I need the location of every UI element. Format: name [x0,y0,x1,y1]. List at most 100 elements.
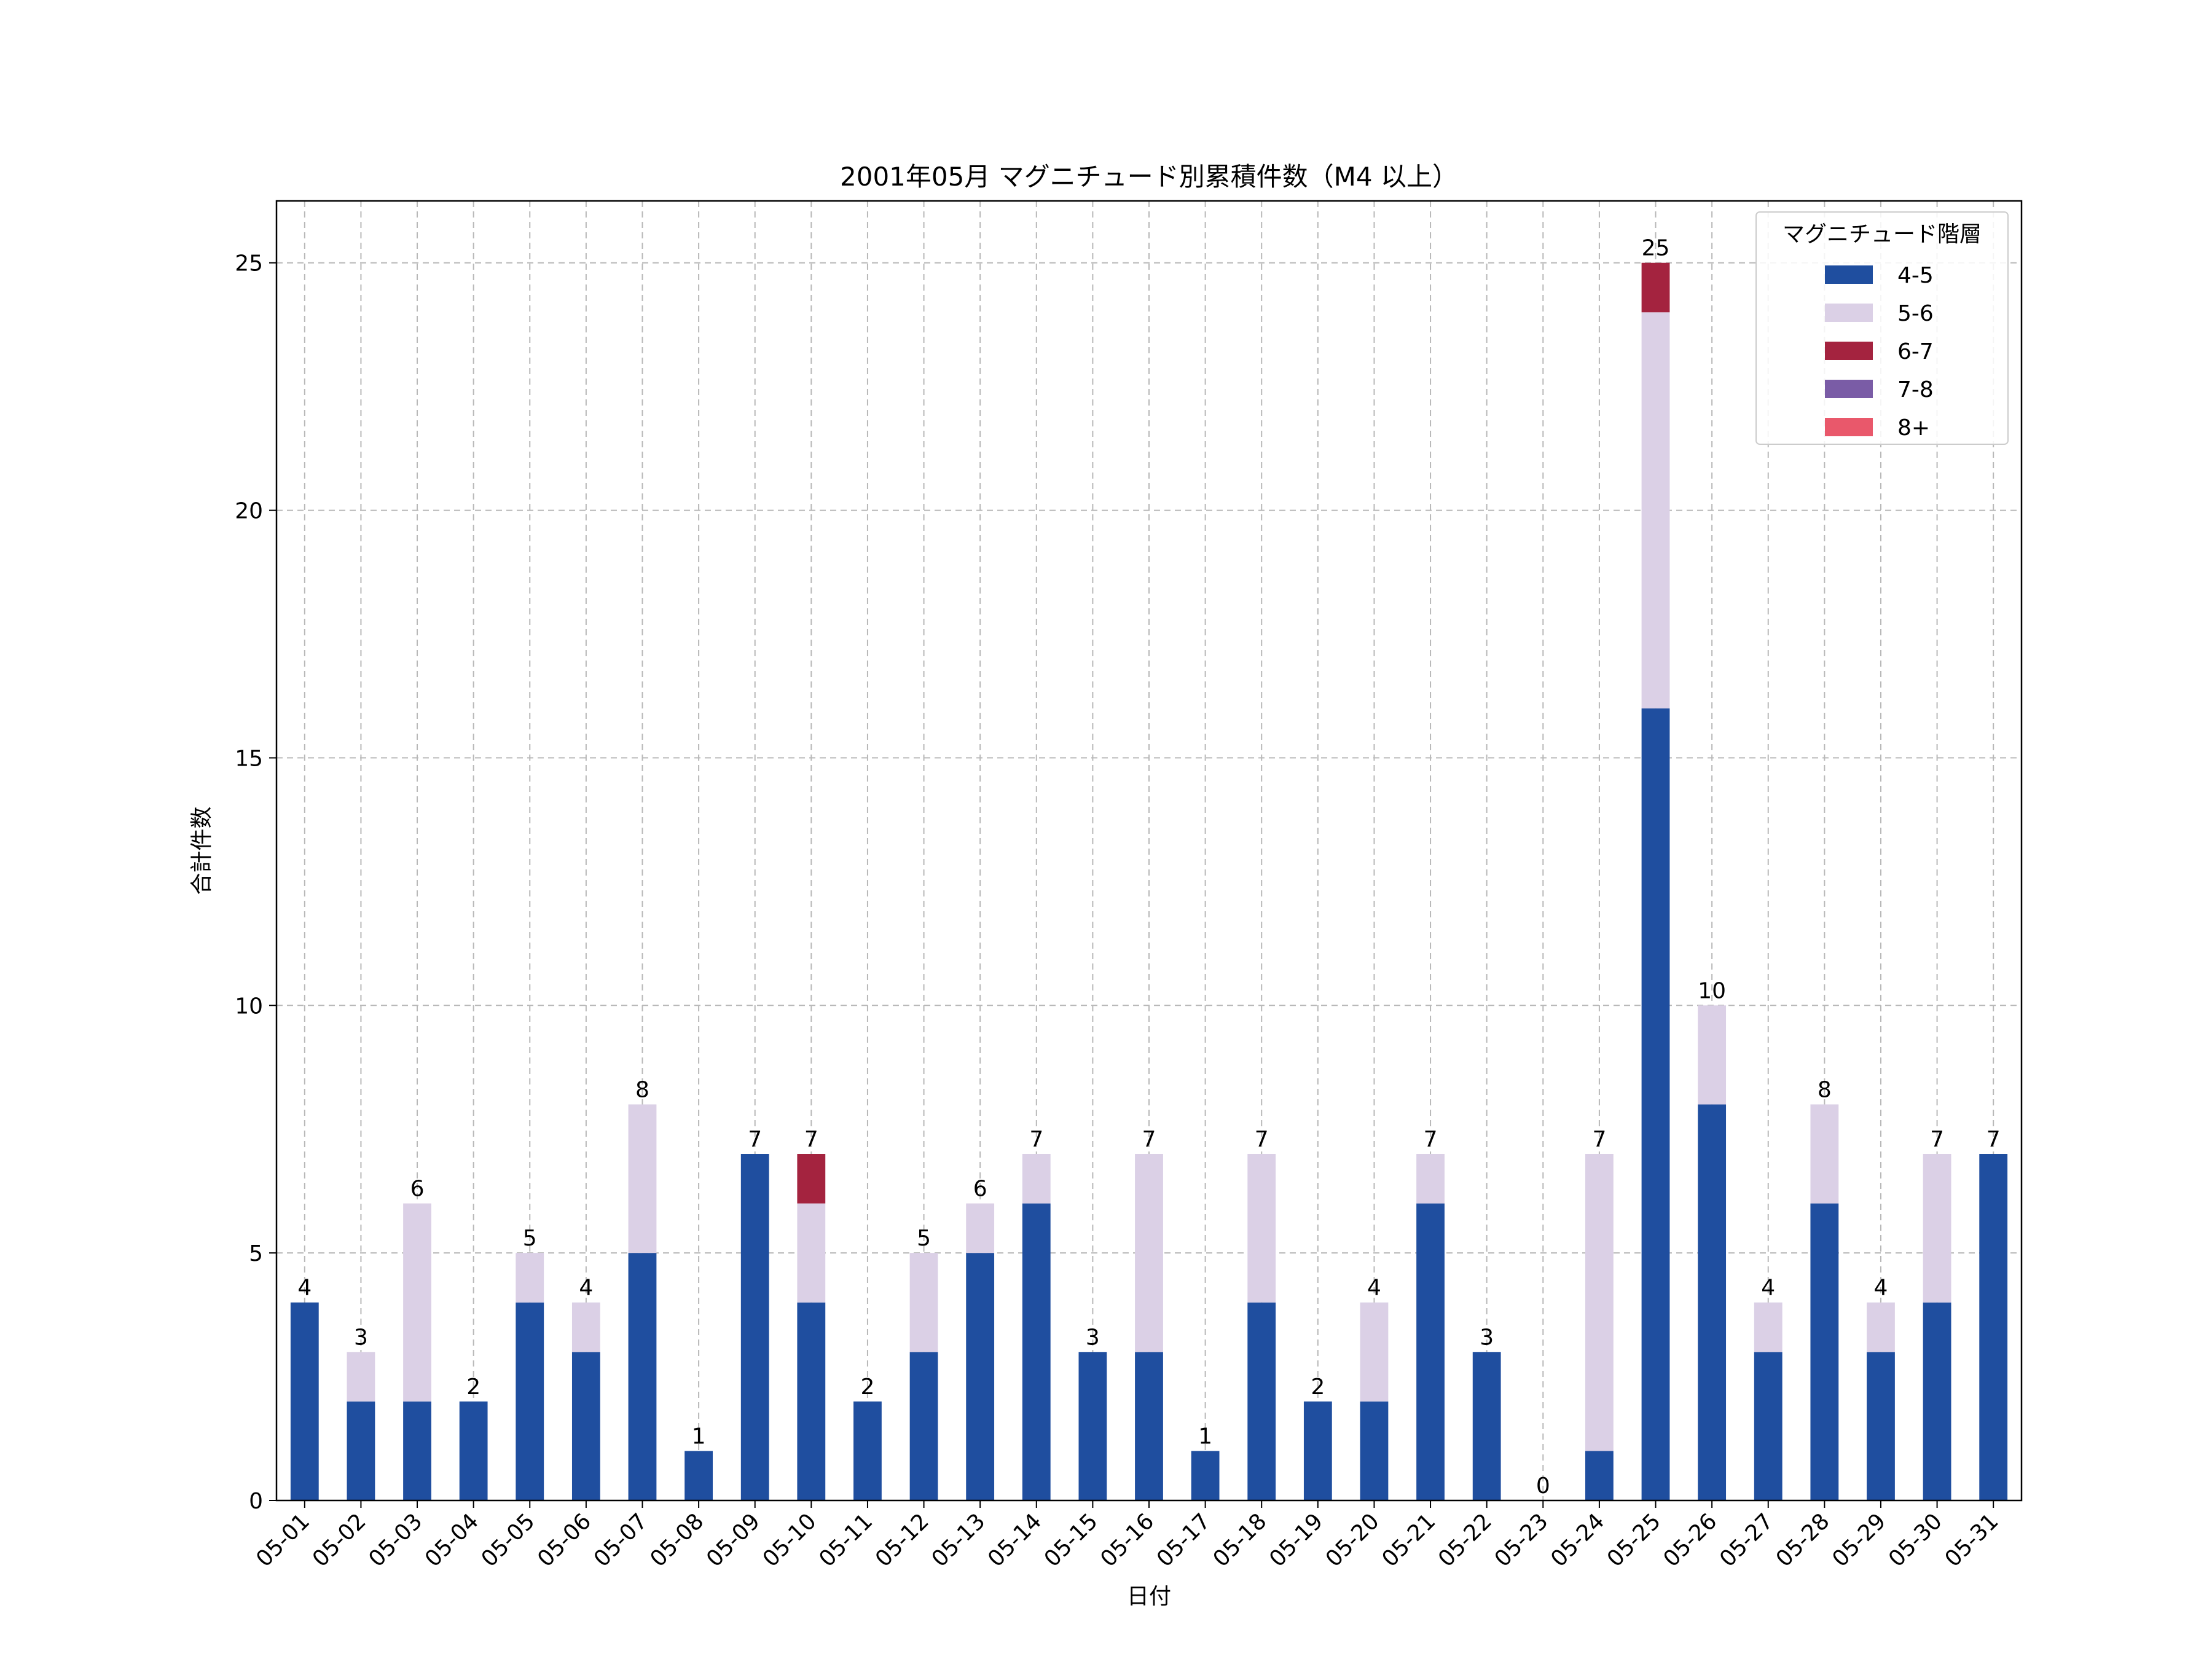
bar-segment-5-6 [1022,1154,1051,1204]
x-tick-label: 05-04 [420,1508,484,1572]
legend-label-5-6: 5-6 [1897,301,1934,326]
bar-total-label: 7 [1592,1127,1606,1152]
x-tick-label: 05-23 [1490,1508,1553,1572]
x-axis-ticks: 05-0105-0205-0305-0405-0505-0605-0705-08… [251,1500,2004,1572]
x-tick-label: 05-06 [533,1508,596,1572]
bar-segment-5-6 [1810,1104,1839,1204]
bar-segment-5-6 [516,1253,544,1303]
bar-segment-5-6 [1585,1154,1614,1451]
bar-total-label: 7 [1142,1127,1156,1152]
x-tick-label: 05-02 [308,1508,371,1572]
bar-segment-4-5 [1867,1352,1895,1500]
bar-segment-6-7 [1641,262,1670,313]
x-tick-label: 05-22 [1433,1508,1497,1572]
bar-total-label: 7 [1930,1127,1944,1152]
bar-segment-4-5 [1360,1401,1389,1500]
bar-segment-4-5 [909,1352,938,1500]
bar-segment-4-5 [1472,1352,1501,1500]
x-tick-label: 05-19 [1265,1508,1328,1572]
bar-total-label: 2 [860,1375,874,1400]
bar-total-label: 7 [1424,1127,1438,1152]
bar-segment-4-5 [347,1401,375,1500]
bar-segment-4-5 [797,1302,826,1500]
bar-segment-5-6 [571,1302,600,1352]
x-tick-label: 05-15 [1040,1508,1103,1572]
bar-segment-4-5 [966,1253,995,1500]
bar-total-label: 25 [1642,236,1670,261]
bar-total-label: 1 [1198,1424,1212,1449]
bar-segment-5-6 [1698,1005,1727,1105]
bar-segment-4-5 [1191,1451,1220,1500]
bar-segment-4-5 [1078,1352,1107,1500]
bar-segment-4-5 [853,1401,882,1500]
x-tick-label: 05-18 [1209,1508,1272,1572]
bar-segment-4-5 [1923,1302,1951,1500]
bar-segment-4-5 [1810,1203,1839,1500]
bar-segment-4-5 [459,1401,488,1500]
bar-segment-5-6 [909,1253,938,1352]
x-tick-label: 05-29 [1827,1508,1891,1572]
y-tick-label: 15 [235,746,263,771]
bar-segment-4-5 [1754,1352,1783,1500]
bar-segment-5-6 [1247,1154,1276,1303]
legend-title: マグニチュード階層 [1783,222,1982,247]
x-tick-label: 05-14 [983,1508,1046,1572]
x-tick-label: 05-03 [364,1508,427,1572]
bar-segment-5-6 [1360,1302,1389,1402]
x-axis-label: 日付 [1127,1584,1171,1609]
bar-total-label: 6 [973,1177,987,1202]
grid [276,201,2022,1501]
bar-segment-5-6 [1416,1154,1445,1204]
bar-segment-5-6 [1754,1302,1783,1352]
legend-label-6-7: 6-7 [1897,339,1934,364]
legend-label-4-5: 4-5 [1897,263,1934,288]
bar-segment-4-5 [1416,1203,1445,1500]
y-axis-ticks: 0 5 10 15 20 25 [235,251,276,1514]
y-tick-label: 5 [249,1241,263,1266]
bar-segment-4-5 [403,1401,431,1500]
bar-total-label: 2 [1311,1375,1325,1400]
y-axis-label: 合計件数 [189,806,214,895]
x-tick-label: 05-07 [589,1508,653,1572]
x-tick-label: 05-28 [1771,1508,1835,1572]
legend-items: 4-5 5-6 6-7 7-8 8+ [1825,263,1934,441]
y-tick-label: 20 [235,499,263,524]
bar-total-label: 4 [1367,1276,1381,1301]
bar-total-label: 0 [1536,1473,1550,1499]
x-tick-label: 05-01 [251,1508,315,1572]
legend-label-7-8: 7-8 [1897,377,1934,402]
bar-segment-5-6 [1923,1154,1951,1303]
bar-segment-5-6 [1641,312,1670,708]
y-tick-label: 0 [249,1489,263,1514]
bar-total-label: 5 [917,1226,931,1251]
bar-total-label: 1 [692,1424,706,1449]
legend-swatch-8+ [1825,418,1873,436]
x-tick-label: 05-05 [477,1508,540,1572]
bar-segment-5-6 [1135,1154,1163,1352]
bar-total-label: 7 [804,1127,818,1152]
bar-total-label: 4 [297,1276,312,1301]
x-tick-label: 05-26 [1659,1508,1722,1572]
legend-swatch-7-8 [1825,380,1873,398]
bar-segment-4-5 [1135,1352,1163,1500]
x-tick-label: 05-10 [758,1508,822,1572]
x-tick-label: 05-20 [1321,1508,1384,1572]
legend-swatch-5-6 [1825,304,1873,322]
bar-total-label: 8 [1818,1077,1832,1102]
bar-total-label: 7 [1029,1127,1043,1152]
x-tick-label: 05-11 [814,1508,877,1572]
x-tick-label: 05-16 [1096,1508,1159,1572]
y-tick-label: 25 [235,251,263,276]
x-tick-label: 05-30 [1884,1508,1947,1572]
legend-label-8+: 8+ [1897,415,1930,441]
bar-segment-4-5 [290,1302,319,1500]
bar-segment-4-5 [1641,708,1670,1500]
bar-segment-4-5 [571,1352,600,1500]
bar-segment-4-5 [1585,1451,1614,1500]
bar-total-label: 5 [523,1226,537,1251]
bar-segment-5-6 [797,1203,826,1303]
bar-segment-4-5 [1022,1203,1051,1500]
chart-title: 2001年05月 マグニチュード別累積件数（M4 以上） [840,162,1458,192]
